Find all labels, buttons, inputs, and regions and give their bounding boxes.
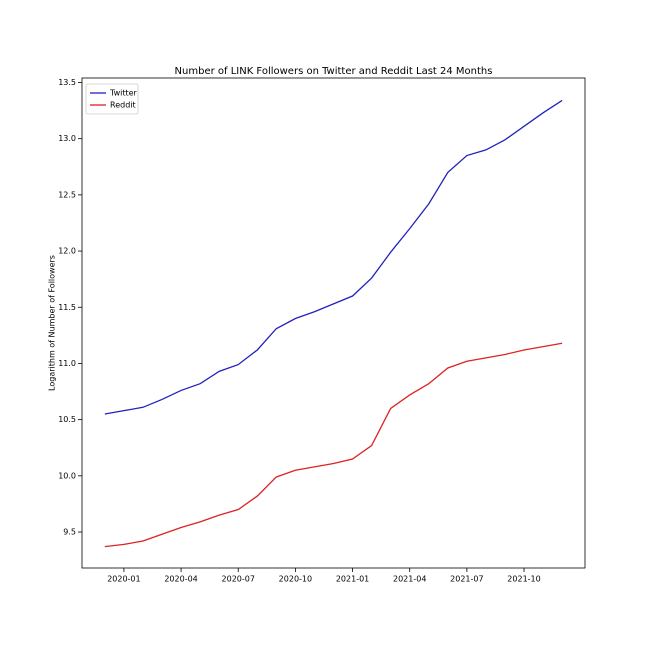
x-tick-label: 2020-10 [279, 575, 312, 584]
y-tick-label: 11.5 [58, 303, 76, 312]
x-tick-label: 2020-04 [164, 575, 197, 584]
y-tick-label: 12.5 [58, 190, 76, 199]
x-tick-label: 2020-01 [107, 575, 140, 584]
legend-label: Reddit [110, 101, 136, 110]
legend-box [85, 83, 139, 115]
y-tick-label: 10.0 [58, 471, 76, 480]
y-tick-label: 9.5 [63, 528, 76, 537]
x-tick-label: 2021-04 [393, 575, 426, 584]
x-tick-label: 2021-07 [450, 575, 483, 584]
legend-label: Twitter [109, 89, 138, 98]
x-tick-label: 2021-10 [507, 575, 540, 584]
x-tick-label: 2021-01 [336, 575, 369, 584]
y-tick-label: 12.0 [58, 247, 76, 256]
data-line [104, 342, 563, 548]
y-tick-label: 10.5 [58, 415, 76, 424]
x-tick-label: 2020-07 [222, 575, 255, 584]
chart-title: Number of LINK Followers on Twitter and … [175, 66, 493, 77]
data-line [104, 99, 563, 415]
y-axis-label: Logarithm of Number of Followers [48, 255, 57, 391]
plot-frame [81, 77, 586, 569]
y-tick-label: 11.0 [58, 359, 76, 368]
y-tick-label: 13.5 [58, 78, 76, 87]
y-tick-label: 13.0 [58, 134, 76, 143]
